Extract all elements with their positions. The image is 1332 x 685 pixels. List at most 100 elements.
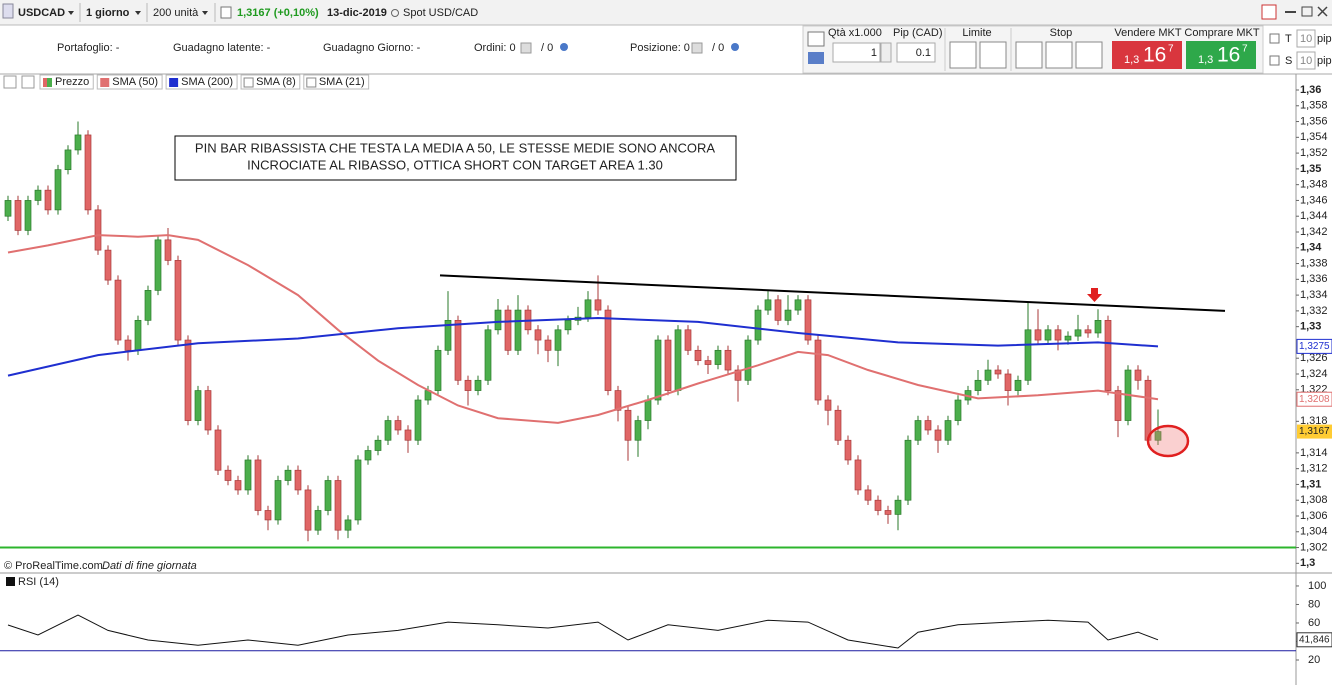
sell-price-mid[interactable]: 16 [1143, 44, 1166, 67]
stop-button[interactable] [1045, 41, 1073, 69]
candle-body [884, 510, 892, 515]
legend-swatch [169, 78, 179, 87]
qty-input[interactable] [832, 42, 881, 63]
s-pips-input[interactable] [1296, 51, 1316, 70]
candle-body [704, 360, 712, 365]
candle-body [454, 319, 462, 381]
candle-body [1094, 319, 1102, 334]
last-price-box [1297, 424, 1332, 439]
settings-icon[interactable] [560, 43, 568, 51]
candle-body [284, 469, 292, 481]
pip-input[interactable] [896, 42, 936, 63]
symbol[interactable]: USDCAD [18, 7, 65, 19]
candle-body [4, 200, 12, 217]
keyboard-icon[interactable] [808, 52, 824, 64]
candle-body [784, 309, 792, 321]
position-icon[interactable] [691, 42, 703, 54]
candle-body [174, 260, 182, 341]
orders-icon[interactable] [520, 42, 532, 54]
pip-value[interactable]: 0.1 [916, 47, 931, 59]
limit-buy-button[interactable] [949, 41, 977, 69]
candle-body [1014, 379, 1022, 391]
source: © ProRealTime.com [4, 560, 103, 572]
buy-button[interactable] [1186, 41, 1256, 69]
y-tick-label: 1,342 [1300, 226, 1328, 238]
t-pips-input[interactable] [1296, 29, 1316, 48]
timeframe[interactable]: 1 giorno [86, 7, 130, 19]
candle-body [444, 319, 452, 351]
candle-body [1154, 431, 1162, 441]
maximize-button[interactable] [1301, 6, 1313, 17]
sell-label: Vendere MKT [1114, 27, 1182, 39]
candle-body [1144, 379, 1152, 441]
y-tick-label: 1,308 [1300, 494, 1328, 506]
orders-other: / 0 [541, 42, 553, 54]
qty-value[interactable]: 1 [871, 47, 877, 59]
sell-price-sup[interactable]: 7 [1168, 44, 1174, 55]
candle-body [564, 319, 572, 331]
candle-body [334, 480, 342, 531]
position: Posizione: 0 [630, 42, 690, 54]
limit-sell-button[interactable] [979, 41, 1007, 69]
y-tick-label: 1,302 [1300, 541, 1328, 553]
candle-body [24, 200, 32, 231]
rsi-tick-label: 100 [1308, 580, 1326, 592]
candle-body [594, 299, 602, 311]
units[interactable]: 200 unità [153, 7, 199, 19]
stop-button[interactable] [1015, 41, 1043, 69]
t-pips[interactable]: 10 [1300, 33, 1312, 45]
candle-body [144, 290, 152, 321]
dropdown-arrow[interactable] [68, 11, 74, 15]
buy-price-big[interactable]: 1,3 [1198, 54, 1213, 66]
candle-body [344, 519, 352, 531]
candle-body [234, 480, 242, 491]
s-pips[interactable]: 10 [1300, 55, 1312, 67]
dropdown-arrow[interactable] [135, 11, 141, 15]
candle-body [844, 439, 852, 461]
menu-icon[interactable] [2, 3, 14, 19]
chart-icon[interactable] [21, 75, 35, 89]
refresh-icon[interactable] [1261, 4, 1277, 20]
checkbox[interactable] [1269, 33, 1280, 44]
candle-body [264, 510, 272, 521]
legend-label: SMA (21) [319, 76, 365, 88]
dropdown-arrow[interactable] [202, 11, 208, 15]
qty-spinner[interactable] [880, 42, 892, 63]
checkbox[interactable] [1269, 55, 1280, 66]
pip-unit: pip [1317, 33, 1332, 45]
info-icon[interactable] [220, 6, 232, 19]
tool-icon[interactable] [807, 31, 825, 47]
close-button[interactable] [1317, 6, 1328, 17]
candle-body [694, 349, 702, 361]
quote: 1,3167 (+0,10%) [237, 7, 319, 19]
legend-swatch [306, 77, 317, 88]
add-indicator-icon[interactable] [3, 75, 17, 89]
candle-body [954, 399, 962, 421]
buy-price-mid[interactable]: 16 [1217, 44, 1240, 67]
candle-body [244, 459, 252, 491]
y-tick-label: 1,336 [1300, 273, 1328, 285]
candle-body [504, 309, 512, 351]
y-tick-label: 1,338 [1300, 257, 1328, 269]
last-value-label: 1,3275 [1299, 341, 1330, 352]
candle-body [184, 339, 192, 421]
candle-body [914, 420, 922, 441]
candle-body [714, 349, 722, 365]
rsi-title: RSI (14) [18, 576, 59, 588]
position-other: / 0 [712, 42, 724, 54]
y-tick-label: 1,344 [1300, 210, 1328, 222]
sell-button[interactable] [1112, 41, 1182, 69]
candle-body [84, 134, 92, 211]
buy-price-sup[interactable]: 7 [1242, 44, 1248, 55]
sell-price-big[interactable]: 1,3 [1124, 54, 1139, 66]
rsi-line [7, 614, 1159, 649]
stop-button[interactable] [1075, 41, 1103, 69]
candle-body [894, 499, 902, 515]
candle-body [494, 309, 502, 331]
last-value-box [1296, 391, 1332, 407]
day-gain: Guadagno Giorno: - [323, 42, 421, 54]
settings-icon[interactable] [731, 43, 739, 51]
candle-body [754, 309, 762, 341]
legend-item [96, 74, 163, 90]
t-label: T [1285, 33, 1292, 45]
